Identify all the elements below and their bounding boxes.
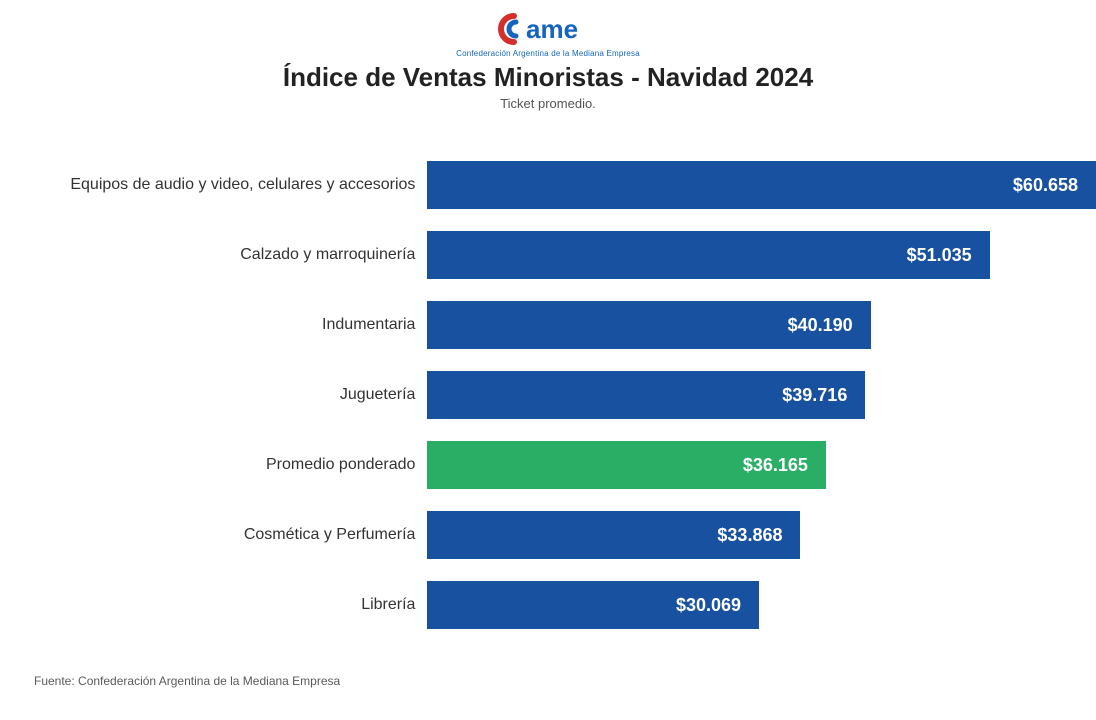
bar-value-label: $30.069: [676, 595, 741, 616]
bar-cell: $39.716: [427, 360, 1096, 430]
category-label: Indumentaria: [0, 316, 427, 334]
category-label: Equipos de audio y video, celulares y ac…: [0, 176, 427, 194]
logo-tagline: Confederación Argentina de la Mediana Em…: [456, 49, 640, 58]
chart-subtitle: Ticket promedio.: [0, 96, 1096, 111]
bar: $33.868: [427, 511, 800, 559]
bar: $39.716: [427, 371, 865, 419]
bar-row: Indumentaria $40.190: [0, 290, 1096, 360]
bar-value-label: $33.868: [717, 525, 782, 546]
category-label: Juguetería: [0, 386, 427, 404]
bar-chart: Equipos de audio y video, celulares y ac…: [0, 150, 1096, 640]
source-text: Fuente: Confederación Argentina de la Me…: [34, 674, 340, 688]
category-label: Cosmética y Perfumería: [0, 526, 427, 544]
category-label: Calzado y marroquinería: [0, 246, 427, 264]
logo-block: ame Confederación Argentina de la Median…: [0, 8, 1096, 61]
bar-cell: $40.190: [427, 290, 1096, 360]
bar-row: Librería $30.069: [0, 570, 1096, 640]
bar-row: Promedio ponderado $36.165: [0, 430, 1096, 500]
bar-cell: $33.868: [427, 500, 1096, 570]
bar-row: Juguetería $39.716: [0, 360, 1096, 430]
bar-value-label: $39.716: [782, 385, 847, 406]
bar: $40.190: [427, 301, 870, 349]
bar-value-label: $36.165: [743, 455, 808, 476]
bar-value-label: $40.190: [788, 315, 853, 336]
bar: $36.165: [427, 441, 825, 489]
chart-title: Índice de Ventas Minoristas - Navidad 20…: [0, 62, 1096, 93]
bar: $30.069: [427, 581, 759, 629]
bar-cell: $36.165: [427, 430, 1096, 500]
bar-row: Equipos de audio y video, celulares y ac…: [0, 150, 1096, 220]
bar-cell: $51.035: [427, 220, 1096, 290]
svg-text:ame: ame: [526, 14, 578, 44]
page: ame Confederación Argentina de la Median…: [0, 0, 1096, 720]
came-logo-icon: ame Confederación Argentina de la Median…: [456, 8, 640, 58]
bar-value-label: $51.035: [907, 245, 972, 266]
bar: $51.035: [427, 231, 989, 279]
category-label: Librería: [0, 596, 427, 614]
bar-row: Calzado y marroquinería $51.035: [0, 220, 1096, 290]
bar-cell: $30.069: [427, 570, 1096, 640]
category-label: Promedio ponderado: [0, 456, 427, 474]
bar-cell: $60.658: [427, 150, 1096, 220]
bar-value-label: $60.658: [1013, 175, 1078, 196]
bar: $60.658: [427, 161, 1096, 209]
bar-row: Cosmética y Perfumería $33.868: [0, 500, 1096, 570]
